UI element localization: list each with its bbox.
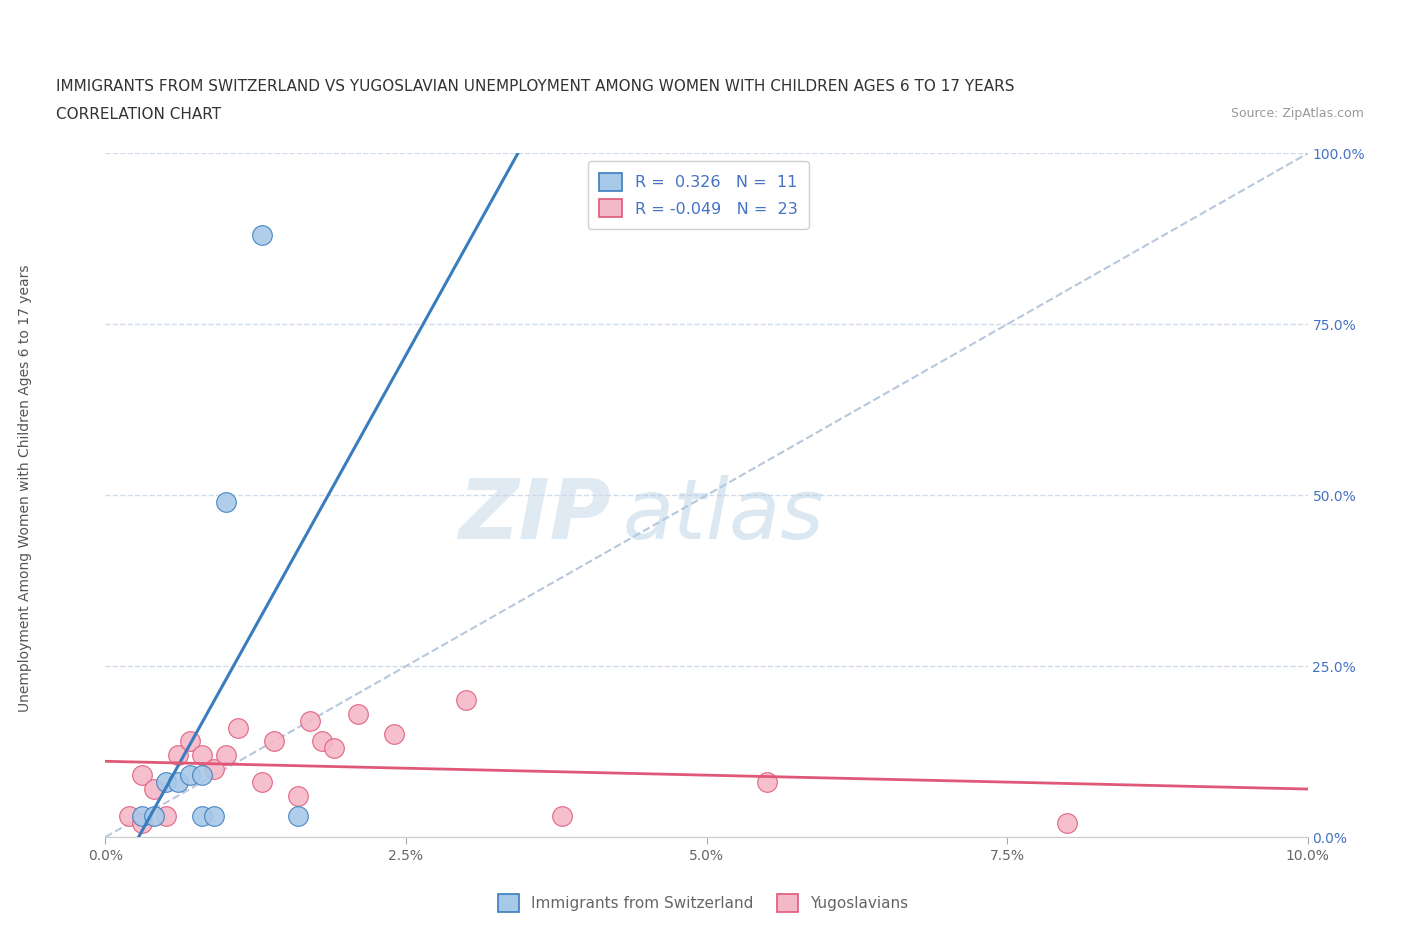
Point [202,809,225,824]
Point [322,740,344,755]
Point [155,809,177,824]
Text: ZIP: ZIP [458,475,610,556]
Point [250,775,273,790]
Point [179,768,201,783]
Text: Source: ZipAtlas.com: Source: ZipAtlas.com [1230,107,1364,120]
Point [263,734,285,749]
Text: Unemployment Among Women with Children Ages 6 to 17 years: Unemployment Among Women with Children A… [18,264,32,712]
Point [287,789,309,804]
Point [755,775,778,790]
Point [131,816,153,830]
Point [214,495,236,510]
Point [179,734,201,749]
Point [166,775,188,790]
Text: atlas: atlas [623,475,824,556]
Point [347,707,370,722]
Point [142,809,165,824]
Point [190,809,212,824]
Point [131,809,153,824]
Point [250,228,273,243]
Text: CORRELATION CHART: CORRELATION CHART [56,107,221,122]
Point [142,782,165,797]
Legend: R =  0.326   N =  11, R = -0.049   N =  23: R = 0.326 N = 11, R = -0.049 N = 23 [588,162,808,229]
Point [298,713,321,728]
Point [166,748,188,763]
Point [311,734,333,749]
Point [287,809,309,824]
Point [454,693,477,708]
Point [382,727,405,742]
Point [131,768,153,783]
Point [190,748,212,763]
Point [1056,816,1078,830]
Point [190,768,212,783]
Text: IMMIGRANTS FROM SWITZERLAND VS YUGOSLAVIAN UNEMPLOYMENT AMONG WOMEN WITH CHILDRE: IMMIGRANTS FROM SWITZERLAND VS YUGOSLAVI… [56,79,1015,94]
Point [214,748,236,763]
Point [226,720,249,735]
Point [118,809,141,824]
Point [202,761,225,776]
Point [155,775,177,790]
Point [551,809,574,824]
Legend: Immigrants from Switzerland, Yugoslavians: Immigrants from Switzerland, Yugoslavian… [492,888,914,918]
